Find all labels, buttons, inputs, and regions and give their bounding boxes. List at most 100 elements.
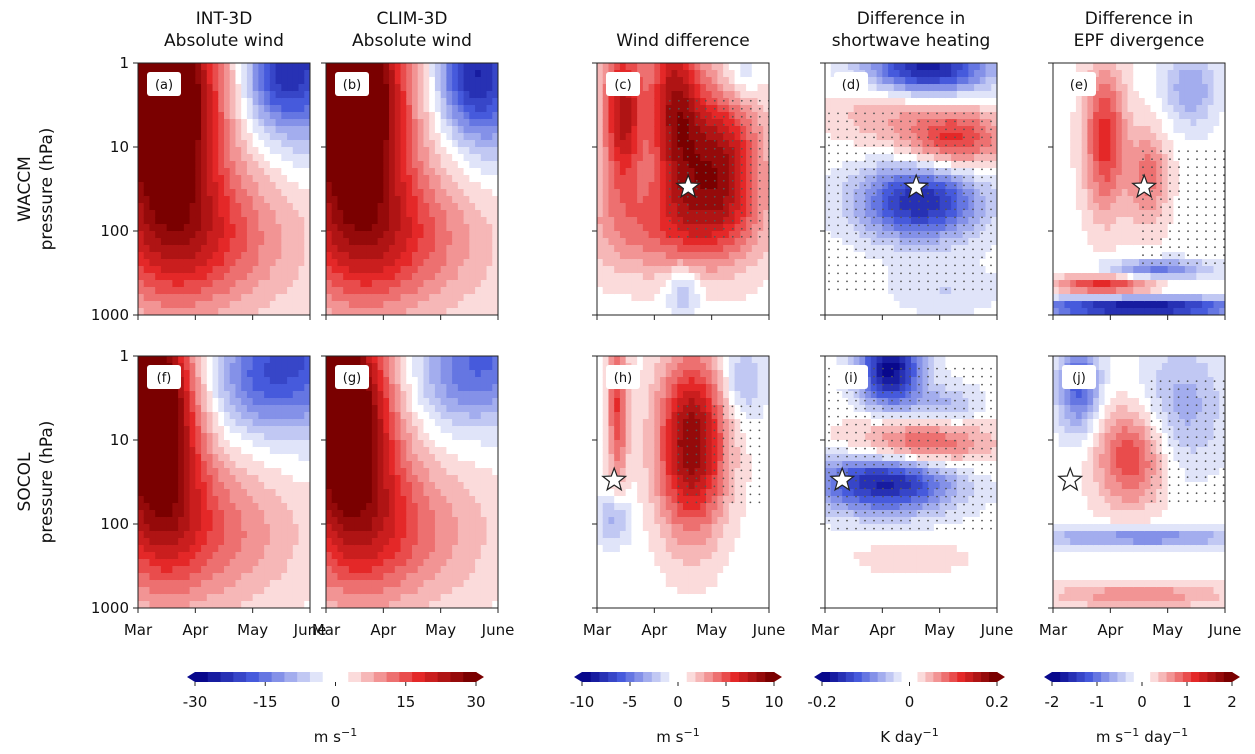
- heatmap-cell: [183, 224, 191, 232]
- heatmap-cell: [475, 245, 482, 253]
- heatmap-cell: [757, 203, 764, 211]
- heatmap-cell: [608, 112, 615, 120]
- heatmap-cell: [354, 273, 361, 281]
- heatmap-cell: [717, 98, 724, 106]
- heatmap-cell: [956, 133, 964, 141]
- heatmap-cell: [939, 252, 946, 260]
- heatmap-cell: [183, 273, 191, 281]
- stipple-dot: [954, 184, 956, 187]
- stipple-dot: [972, 248, 974, 251]
- heatmap-cell: [486, 175, 493, 183]
- heatmap-cell: [631, 154, 638, 162]
- heatmap-cell: [446, 189, 453, 197]
- heatmap-cell: [648, 91, 655, 99]
- heatmap-cell: [951, 294, 958, 302]
- heatmap-cell: [847, 98, 855, 106]
- heatmap-cell: [475, 147, 482, 155]
- heatmap-cell: [991, 84, 997, 92]
- heatmap-cell: [206, 273, 214, 281]
- heatmap-cell: [597, 273, 604, 281]
- y-tick-label: 100: [100, 222, 129, 240]
- stipple-dot: [668, 171, 671, 174]
- heatmap-cell: [751, 294, 759, 302]
- heatmap-cell: [241, 224, 248, 232]
- heatmap-cell: [842, 308, 849, 315]
- heatmap-cell: [452, 252, 459, 260]
- heatmap-cell: [847, 112, 855, 120]
- heatmap-cell: [383, 203, 390, 211]
- heatmap-cell: [218, 140, 225, 148]
- heatmap-cell: [149, 63, 156, 71]
- heatmap-cell: [412, 119, 419, 127]
- heatmap-cell: [825, 217, 832, 225]
- heatmap-cell: [331, 280, 339, 288]
- heatmap-cell: [423, 203, 430, 211]
- heatmap-cell: [475, 266, 482, 274]
- heatmap-cell: [366, 175, 373, 183]
- heatmap-cell: [241, 217, 248, 225]
- heatmap-cell: [178, 252, 185, 260]
- heatmap-cell: [354, 175, 361, 183]
- heatmap-cell: [189, 84, 196, 92]
- heatmap-cell: [985, 112, 992, 120]
- stipple-dot: [758, 139, 761, 142]
- heatmap-cell: [475, 259, 482, 267]
- heatmap-cell: [172, 112, 179, 120]
- heatmap-cell: [287, 280, 294, 288]
- stipple-dot: [722, 147, 725, 150]
- heatmap-cell: [757, 238, 764, 246]
- heatmap-cell: [224, 70, 231, 78]
- stipple-dot: [882, 120, 884, 123]
- heatmap-cell: [212, 287, 219, 295]
- heatmap-cell: [665, 182, 673, 190]
- heatmap-cell: [911, 231, 918, 239]
- heatmap-cell: [968, 133, 975, 141]
- heatmap-cell: [298, 84, 305, 92]
- stipple-dot: [891, 264, 893, 267]
- heatmap-cell: [292, 245, 300, 253]
- heatmap-cell: [968, 105, 975, 113]
- heatmap-cell: [665, 112, 673, 120]
- stipple-dot: [909, 200, 911, 203]
- heatmap-cell: [865, 105, 872, 113]
- heatmap-cell: [660, 294, 667, 302]
- heatmap-cell: [348, 119, 356, 127]
- heatmap-cell: [705, 147, 713, 155]
- heatmap-cell: [440, 91, 447, 99]
- heatmap-cell: [956, 252, 964, 260]
- heatmap-cell: [143, 252, 151, 260]
- heatmap-cell: [888, 266, 895, 274]
- heatmap-cell: [348, 224, 356, 232]
- heatmap-cell: [189, 238, 196, 246]
- heatmap-cell: [172, 231, 179, 239]
- stipple-dot: [909, 224, 911, 227]
- heatmap-cell: [337, 308, 344, 315]
- heatmap-cell: [951, 196, 958, 204]
- heatmap-cell: [888, 189, 895, 197]
- stipple-dot: [758, 219, 761, 222]
- heatmap-cell: [956, 105, 964, 113]
- heatmap-cell: [899, 245, 906, 253]
- heatmap-cell: [201, 91, 208, 99]
- heatmap-cell: [683, 161, 690, 169]
- heatmap-cell: [922, 91, 929, 99]
- heatmap-cell: [660, 126, 667, 134]
- heatmap-cell: [178, 126, 185, 134]
- heatmap-cell: [434, 175, 442, 183]
- heatmap-cell: [371, 294, 379, 302]
- heatmap-cell: [480, 217, 488, 225]
- heatmap-cell: [264, 77, 271, 85]
- heatmap-field: [138, 63, 310, 315]
- heatmap-cell: [899, 119, 906, 127]
- heatmap-cell: [417, 224, 425, 232]
- heatmap-cell: [865, 140, 872, 148]
- heatmap-cell: [377, 252, 384, 260]
- heatmap-cell: [189, 203, 196, 211]
- heatmap-cell: [951, 231, 958, 239]
- stipple-dot: [846, 152, 848, 155]
- stipple-dot: [864, 168, 866, 171]
- column-title: CLIM-3D: [376, 9, 447, 29]
- row-title-axis: pressure (hPa): [37, 128, 57, 251]
- heatmap-cell: [905, 161, 912, 169]
- heatmap-cell: [155, 126, 162, 134]
